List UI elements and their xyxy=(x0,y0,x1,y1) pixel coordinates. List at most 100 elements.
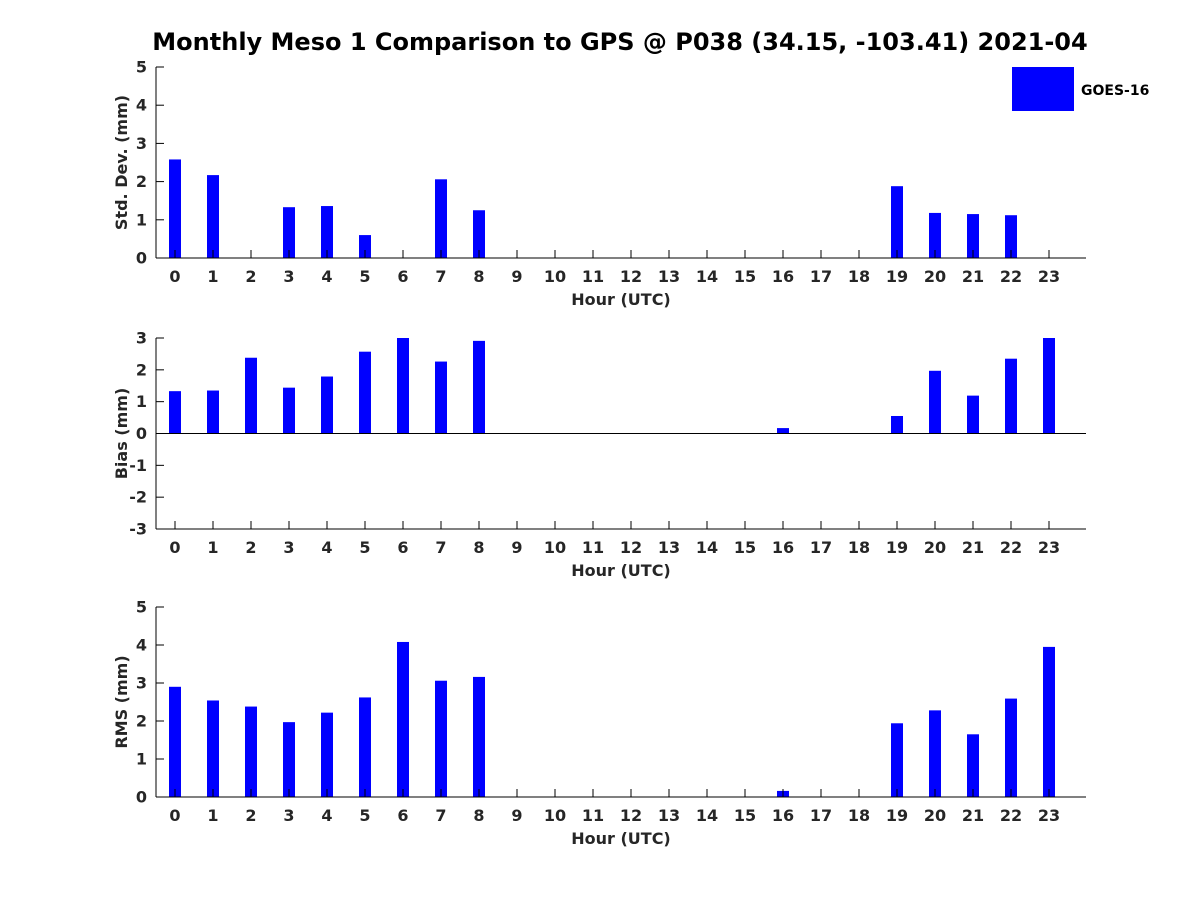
x-tick-label: 16 xyxy=(772,538,794,557)
y-tick-label: 4 xyxy=(136,96,147,115)
legend-label: GOES-16 xyxy=(1081,83,1149,99)
x-tick-label: 12 xyxy=(620,267,642,286)
x-tick-label: 7 xyxy=(435,538,446,557)
bar xyxy=(1043,646,1055,797)
bar xyxy=(777,428,789,434)
x-tick-label: 9 xyxy=(511,538,522,557)
y-tick-label: 2 xyxy=(136,712,147,731)
y-tick-label: 3 xyxy=(136,674,147,693)
bar xyxy=(359,697,371,797)
y-tick-label: 0 xyxy=(136,249,147,268)
bar xyxy=(967,214,979,258)
x-tick-label: 2 xyxy=(245,267,256,286)
y-tick-label: 2 xyxy=(136,360,147,379)
x-tick-label: 2 xyxy=(245,538,256,557)
x-tick-label: 15 xyxy=(734,538,756,557)
bar xyxy=(1005,698,1017,797)
x-tick-label: 22 xyxy=(1000,538,1022,557)
x-tick-label: 18 xyxy=(848,538,870,557)
x-tick-label: 13 xyxy=(658,538,680,557)
x-tick-label: 3 xyxy=(283,538,294,557)
legend: GOES-16 xyxy=(1012,67,1149,111)
x-tick-label: 4 xyxy=(321,267,332,286)
bar xyxy=(397,641,409,797)
x-tick-label: 8 xyxy=(473,267,484,286)
x-tick-label: 14 xyxy=(696,267,718,286)
y-tick-label: 4 xyxy=(136,636,147,655)
x-tick-label: 9 xyxy=(511,267,522,286)
bar xyxy=(359,351,371,434)
x-tick-label: 7 xyxy=(435,267,446,286)
x-tick-label: 15 xyxy=(734,806,756,825)
x-tick-label: 16 xyxy=(772,267,794,286)
x-tick-label: 6 xyxy=(397,538,408,557)
y-tick-label: -2 xyxy=(129,488,147,507)
chart-title: Monthly Meso 1 Comparison to GPS @ P038 … xyxy=(152,28,1088,56)
bar xyxy=(245,357,257,434)
x-tick-label: 9 xyxy=(511,806,522,825)
x-tick-label: 5 xyxy=(359,267,370,286)
bar xyxy=(207,390,219,434)
x-tick-label: 11 xyxy=(582,538,604,557)
bar xyxy=(435,680,447,797)
x-axis-label: Hour (UTC) xyxy=(571,561,671,580)
bar xyxy=(1005,358,1017,434)
x-tick-label: 13 xyxy=(658,806,680,825)
bar xyxy=(245,706,257,797)
x-tick-label: 14 xyxy=(696,806,718,825)
bar xyxy=(169,686,181,797)
bar xyxy=(967,395,979,434)
bar xyxy=(929,212,941,258)
x-tick-label: 23 xyxy=(1038,806,1060,825)
y-tick-label: -3 xyxy=(129,520,147,539)
x-tick-label: 2 xyxy=(245,806,256,825)
x-tick-label: 16 xyxy=(772,806,794,825)
bar xyxy=(359,235,371,258)
x-tick-label: 6 xyxy=(397,267,408,286)
x-tick-label: 23 xyxy=(1038,267,1060,286)
y-tick-label: 1 xyxy=(136,392,147,411)
x-tick-label: 11 xyxy=(582,806,604,825)
legend-swatch xyxy=(1012,67,1074,111)
bar xyxy=(321,376,333,434)
x-tick-label: 12 xyxy=(620,806,642,825)
bar xyxy=(321,206,333,258)
x-tick-label: 0 xyxy=(169,267,180,286)
x-tick-label: 22 xyxy=(1000,267,1022,286)
bar xyxy=(207,175,219,258)
y-tick-label: 1 xyxy=(136,210,147,229)
bar xyxy=(473,210,485,258)
x-tick-label: 17 xyxy=(810,806,832,825)
bar xyxy=(207,700,219,797)
x-tick-label: 18 xyxy=(848,267,870,286)
x-tick-label: 23 xyxy=(1038,538,1060,557)
x-axis-label: Hour (UTC) xyxy=(571,290,671,309)
x-tick-label: 1 xyxy=(207,806,218,825)
x-tick-label: 3 xyxy=(283,267,294,286)
x-tick-label: 17 xyxy=(810,267,832,286)
y-tick-label: 1 xyxy=(136,750,147,769)
bar xyxy=(397,338,409,434)
x-tick-label: 1 xyxy=(207,267,218,286)
bar xyxy=(473,676,485,797)
x-tick-label: 7 xyxy=(435,806,446,825)
bar xyxy=(1043,338,1055,434)
x-axis-label: Hour (UTC) xyxy=(571,829,671,848)
y-tick-label: 5 xyxy=(136,58,147,77)
bar xyxy=(435,361,447,434)
x-tick-label: 21 xyxy=(962,538,984,557)
y-tick-label: 3 xyxy=(136,134,147,153)
x-tick-label: 3 xyxy=(283,806,294,825)
x-tick-label: 4 xyxy=(321,806,332,825)
x-tick-label: 0 xyxy=(169,538,180,557)
bar xyxy=(891,723,903,797)
x-tick-label: 14 xyxy=(696,538,718,557)
bar xyxy=(891,415,903,434)
y-tick-label: 0 xyxy=(136,788,147,807)
y-axis-label: RMS (mm) xyxy=(112,655,131,748)
y-axis-label: Bias (mm) xyxy=(112,388,131,480)
x-tick-label: 22 xyxy=(1000,806,1022,825)
bar xyxy=(891,186,903,258)
